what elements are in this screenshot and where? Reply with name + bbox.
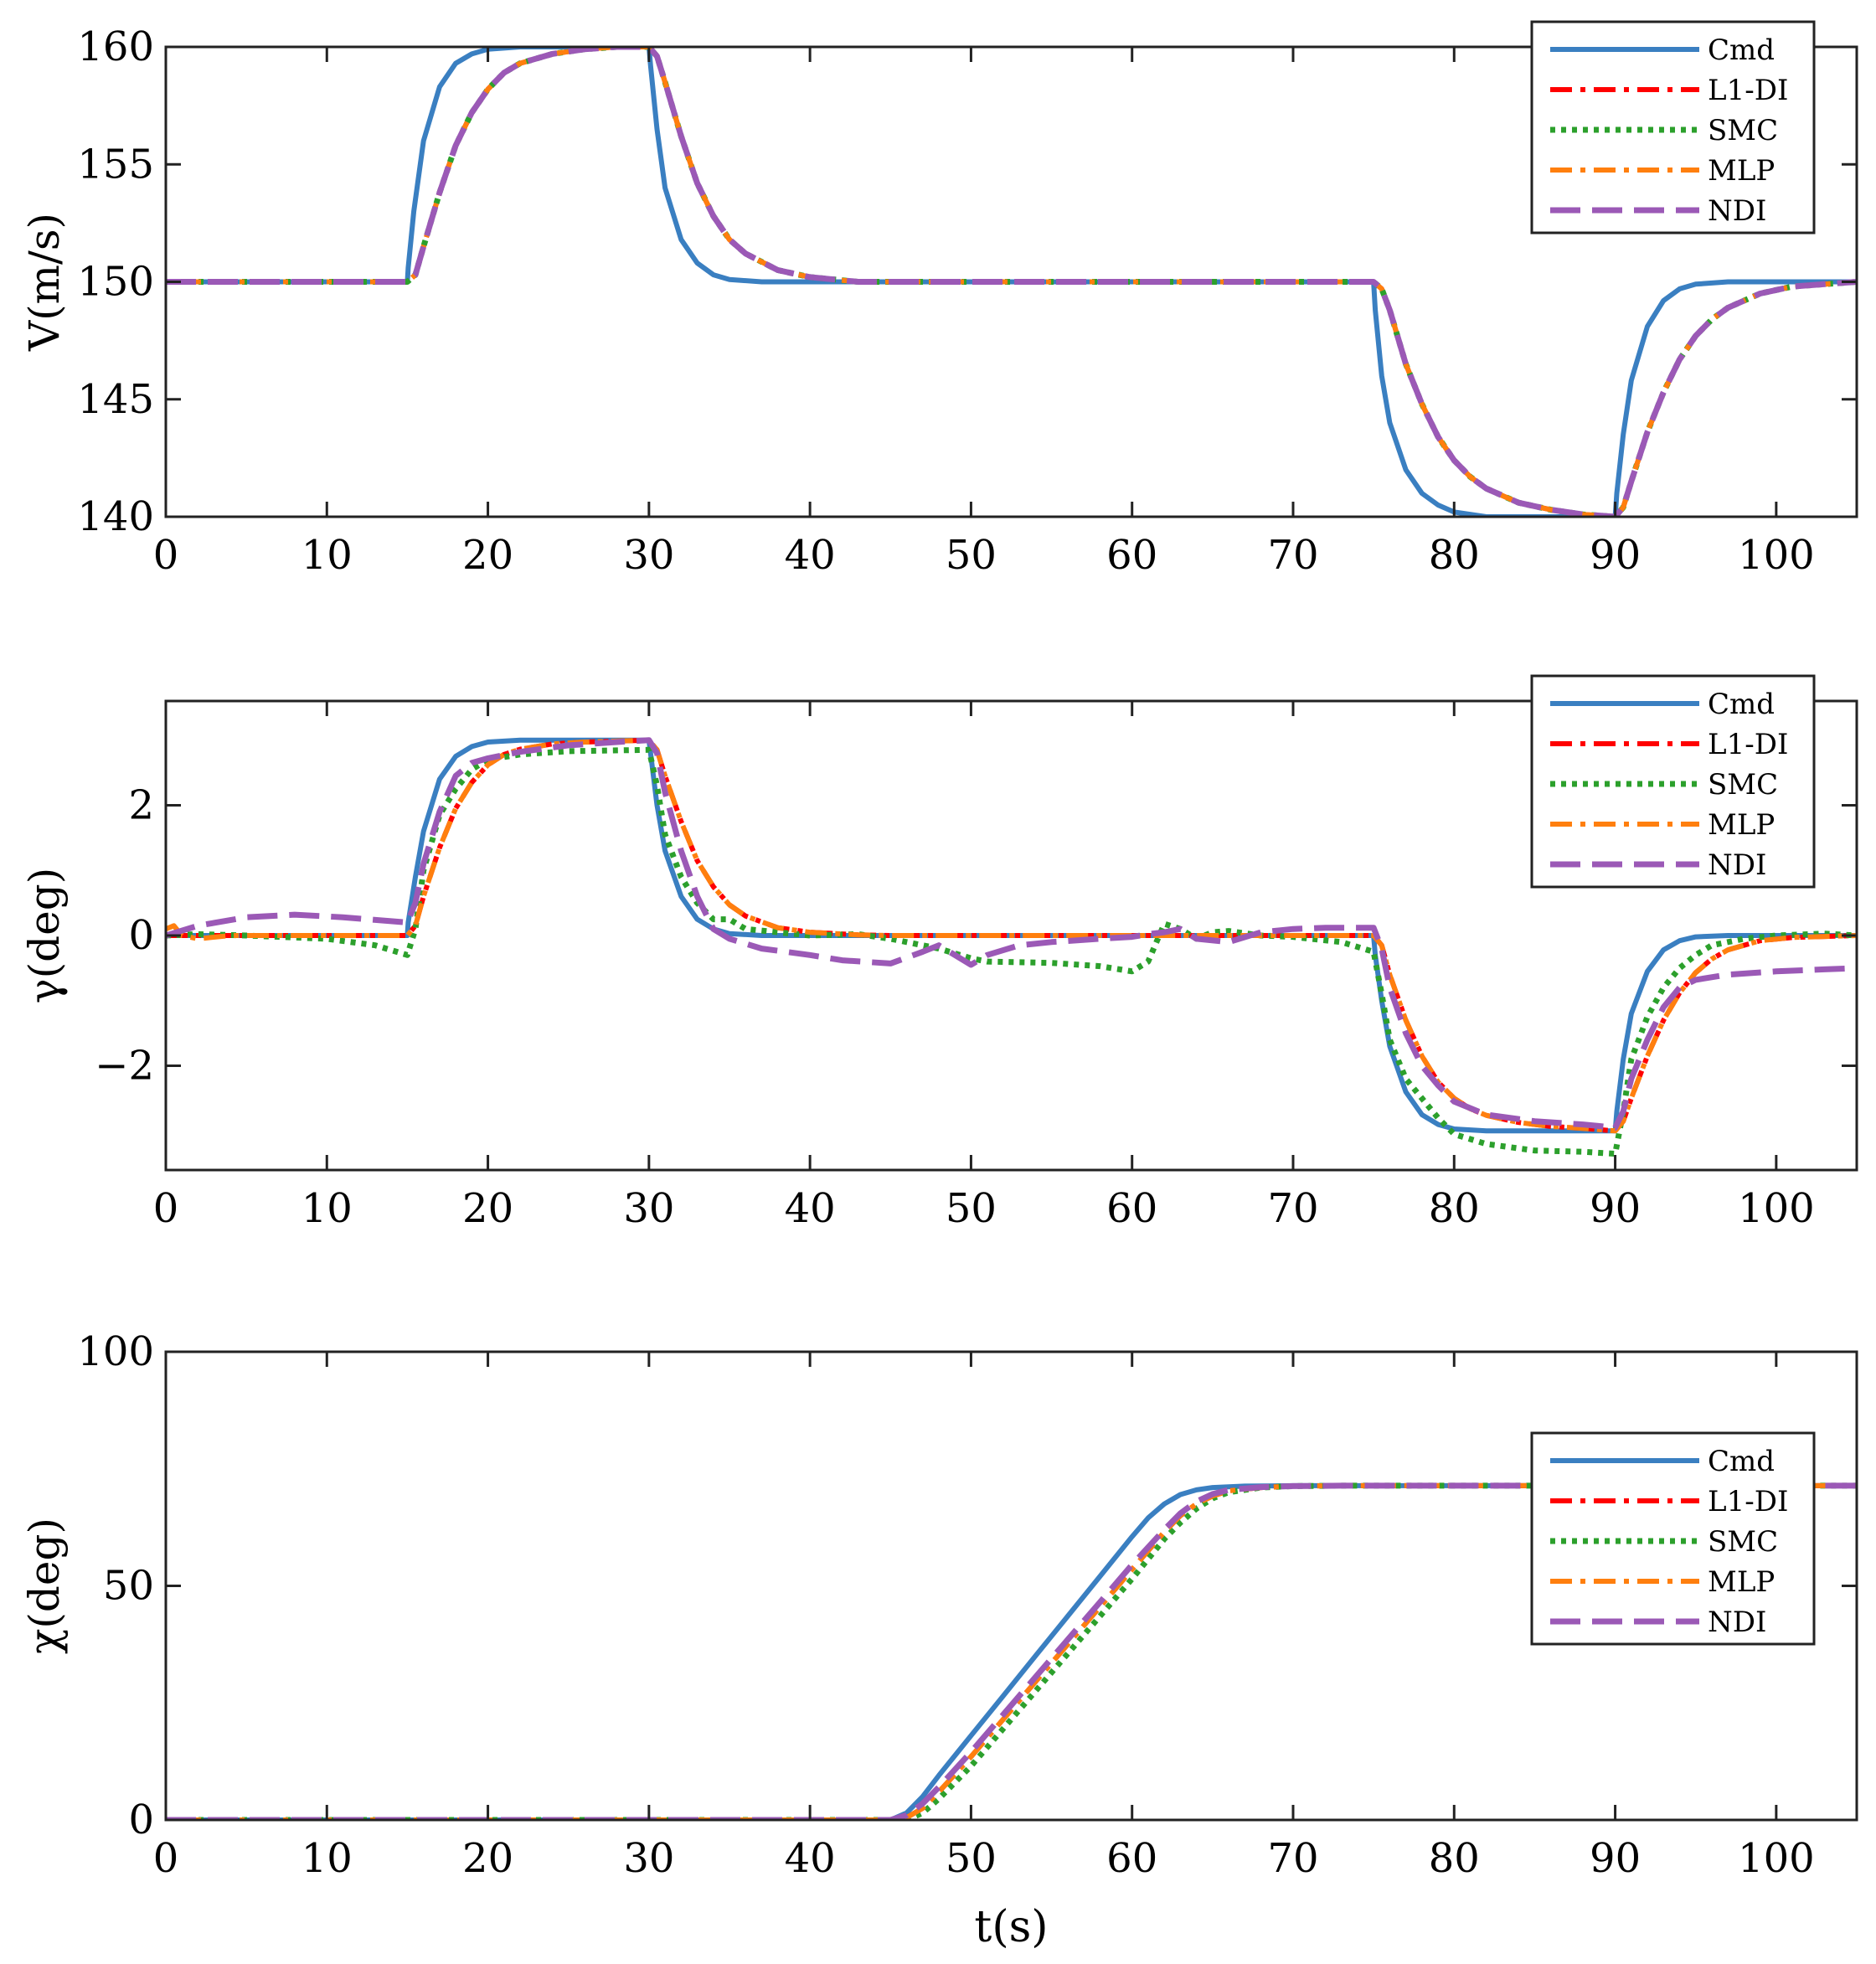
legend-label-ndi: NDI: [1708, 848, 1766, 882]
x-tick-label: 0: [153, 1835, 179, 1882]
y-tick-label: 160: [77, 23, 154, 70]
series-line-cmd: [166, 1482, 1857, 1820]
series-line-ndi: [166, 1482, 1857, 1820]
legend-label-smc: SMC: [1708, 114, 1778, 147]
legend-label-cmd: Cmd: [1708, 1445, 1775, 1478]
ylabel-gamma: γ(deg): [20, 868, 69, 1004]
y-tick-label: −2: [95, 1043, 154, 1090]
x-tick-label: 50: [946, 1185, 997, 1232]
x-tick-label: 20: [462, 1835, 513, 1882]
x-tick-label: 40: [785, 1185, 836, 1232]
x-tick-label: 90: [1590, 532, 1641, 579]
x-tick-label: 40: [785, 1835, 836, 1882]
x-tick-label: 70: [1267, 1185, 1318, 1232]
legend-label-cmd: Cmd: [1708, 34, 1775, 67]
x-tick-label: 0: [153, 532, 179, 579]
y-tick-label: 50: [103, 1563, 154, 1610]
x-tick-label: 20: [462, 532, 513, 579]
x-tick-label: 50: [946, 532, 997, 579]
x-tick-label: 60: [1106, 532, 1157, 579]
legend-label-l1-di: L1-DI: [1708, 74, 1788, 107]
x-tick-label: 70: [1267, 1835, 1318, 1882]
y-tick-label: 150: [77, 259, 154, 306]
x-tick-label: 60: [1106, 1185, 1157, 1232]
x-tick-label: 80: [1429, 1185, 1480, 1232]
x-tick-label: 90: [1590, 1835, 1641, 1882]
legend-label-smc: SMC: [1708, 1525, 1778, 1559]
xlabel-time: t(s): [974, 1902, 1048, 1952]
y-tick-label: 0: [128, 912, 154, 959]
legend-label-l1-di: L1-DI: [1708, 1485, 1788, 1518]
panel-heading-angle: χ(deg) t(s) 0 10 20 30 40 50 60 70 80 90 100 0 50 100…: [20, 1328, 1858, 1952]
legend-label-mlp: MLP: [1708, 1565, 1775, 1599]
x-tick-label: 100: [1738, 1835, 1815, 1882]
x-tick-label: 30: [623, 532, 674, 579]
legend: Cmd L1-DI SMC MLP NDI: [1530, 20, 1816, 235]
x-tick-label: 40: [785, 532, 836, 579]
x-tick-label: 90: [1590, 1185, 1641, 1232]
x-tick-label: 10: [302, 532, 353, 579]
legend-label-ndi: NDI: [1708, 1606, 1766, 1639]
y-tick-label: 100: [77, 1328, 154, 1375]
y-tick-label: 0: [128, 1796, 154, 1843]
legend: Cmd L1-DI SMC MLP NDI: [1530, 674, 1816, 889]
y-tick-label: 145: [77, 376, 154, 423]
x-tick-label: 30: [623, 1835, 674, 1882]
x-tick-label: 70: [1267, 532, 1318, 579]
legend-label-cmd: Cmd: [1708, 688, 1775, 721]
legend: Cmd L1-DI SMC MLP NDI: [1530, 1431, 1816, 1646]
series-line-ndi: [166, 47, 1857, 517]
x-tick-label: 100: [1738, 1185, 1815, 1232]
y-tick-label: 2: [128, 781, 154, 828]
x-tick-label: 50: [946, 1835, 997, 1882]
series-line-mlp: [166, 737, 1857, 1134]
legend-label-mlp: MLP: [1708, 808, 1775, 842]
x-tick-label: 80: [1429, 1835, 1480, 1882]
ylabel-speed: V(m/s): [20, 213, 69, 352]
panel-flight-path-angle: γ(deg) 0 10 20 30 40 50 60 70 80 90 100 −2 0 2 Cmd L1-D…: [20, 674, 1858, 1232]
y-tick-label: 155: [77, 141, 154, 188]
x-tick-label: 10: [302, 1185, 353, 1232]
legend-label-mlp: MLP: [1708, 154, 1775, 188]
x-tick-label: 0: [153, 1185, 179, 1232]
x-tick-label: 10: [302, 1835, 353, 1882]
y-tick-label: 140: [77, 493, 154, 540]
x-tick-label: 100: [1738, 532, 1815, 579]
x-tick-label: 80: [1429, 532, 1480, 579]
x-tick-label: 20: [462, 1185, 513, 1232]
x-tick-label: 60: [1106, 1835, 1157, 1882]
x-tick-label: 30: [623, 1185, 674, 1232]
legend-label-smc: SMC: [1708, 768, 1778, 802]
series-line-ndi: [166, 737, 1857, 1131]
legend-label-l1-di: L1-DI: [1708, 728, 1788, 761]
ylabel-chi: χ(deg): [20, 1518, 69, 1654]
legend-label-ndi: NDI: [1708, 194, 1766, 228]
panel-speed: V(m/s) 0 10 20 30 40 50 60 70 80 90 100 140 145 150 15…: [20, 20, 1858, 579]
